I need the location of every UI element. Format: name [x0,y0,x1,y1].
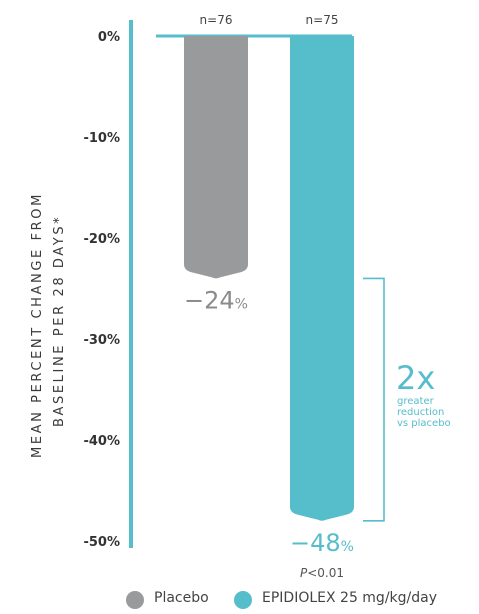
y-tick-label: -20% [83,232,120,247]
comparison-bracket [363,277,385,522]
comparison-multiplier: 2x [396,359,435,397]
legend-swatch-placebo [126,591,144,609]
legend-swatch-epidiolex [234,591,252,609]
bar-value-label: −24% [184,286,248,314]
bar-n-label: n=75 [306,13,339,27]
y-tick-label: -40% [83,434,120,449]
bar-n-label: n=76 [200,13,233,27]
y-tick-label: -10% [83,131,120,146]
legend-label-epidiolex: EPIDIOLEX 25 mg/kg/day [262,590,437,606]
legend-label-placebo: Placebo [154,590,209,606]
comparison-note-line: vs placebo [397,418,451,429]
y-tick-label: 0% [98,30,120,45]
bar-epidiolex [290,36,354,521]
y-tick-label: -50% [83,535,120,550]
comparison-note-line: reduction [397,407,444,418]
bar-placebo [184,36,248,279]
comparison-note-line: greater [397,396,435,407]
bar-value-label: −48% [290,529,354,557]
p-value-label: P<0.01 [300,566,344,580]
y-tick-label: -30% [83,333,120,348]
